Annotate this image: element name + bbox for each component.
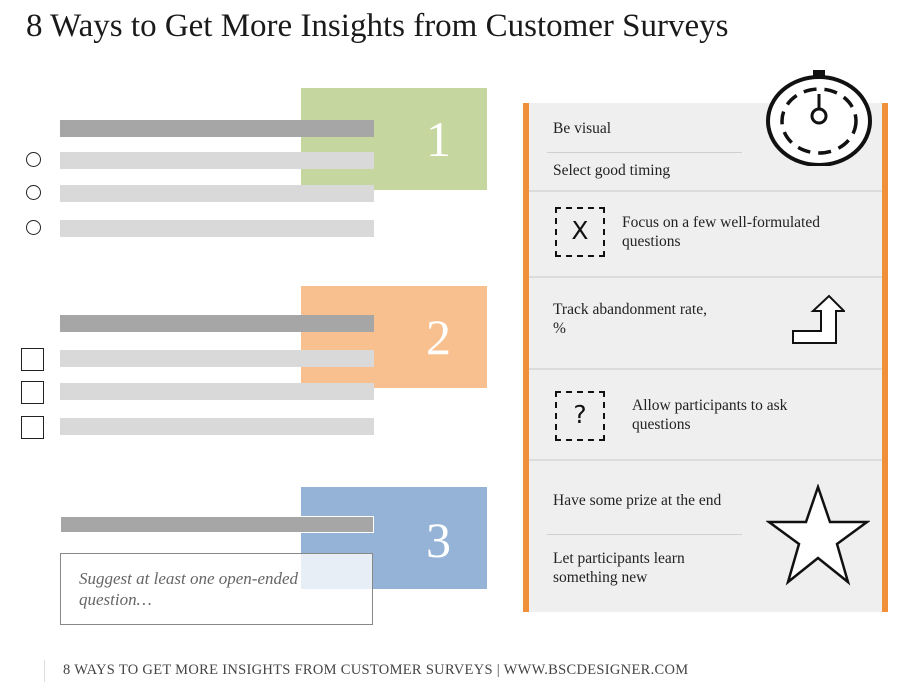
section-1-option-bar [60,185,374,202]
footer-text: 8 WAYS TO GET MORE INSIGHTS FROM CUSTOME… [63,662,689,678]
section-2-number-box: 2 [301,286,487,388]
tip-focus-questions: Focus on a few well-formulated questions [622,214,820,250]
section-1-option-bar [60,152,374,169]
turn-up-arrow-icon [792,294,845,344]
section-2-option-bar [60,383,374,400]
section-3-number: 3 [426,512,451,568]
radio-button-icon [26,185,41,200]
stopwatch-icon [766,70,872,166]
section-2-number: 2 [426,309,451,365]
question-dashed-box-icon: ? [555,391,605,441]
section-2-option-bar [60,418,374,435]
section-1-number-box: 1 [301,88,487,190]
checkbox-icon [21,348,44,371]
open-ended-text: Suggest at least one open-ended question… [79,569,299,609]
section-3-title-bar [60,516,374,533]
checkbox-icon [21,381,44,404]
divider [529,368,882,370]
page-title: 8 Ways to Get More Insights from Custome… [26,8,729,44]
radio-button-icon [26,152,41,167]
section-2-title-bar [60,315,374,332]
divider [529,190,882,192]
tip-prize-at-end: Have some prize at the end [553,492,722,509]
section-1-option-bar [60,220,374,237]
tip-track-abandonment: Track abandonment rate, % [553,301,707,337]
footer-divider [44,660,45,682]
divider [529,276,882,278]
section-1-number: 1 [426,111,451,167]
checkbox-icon [21,416,44,439]
tip-select-good-timing: Select good timing [553,162,671,179]
radio-button-icon [26,220,41,235]
divider [529,459,882,461]
tip-allow-questions: Allow participants to ask questions [632,397,788,433]
x-dashed-box-icon: X [555,207,605,257]
panel-left-accent [523,103,529,612]
tip-be-visual: Be visual [553,120,612,137]
star-icon [766,484,870,586]
section-2-option-bar [60,350,374,367]
divider [547,534,742,535]
panel-right-accent [882,103,888,612]
tip-learn-something: Let participants learn something new [553,550,685,586]
divider [547,152,742,153]
open-ended-answer-box: Suggest at least one open-ended question… [60,553,373,625]
section-1-title-bar [60,120,374,137]
